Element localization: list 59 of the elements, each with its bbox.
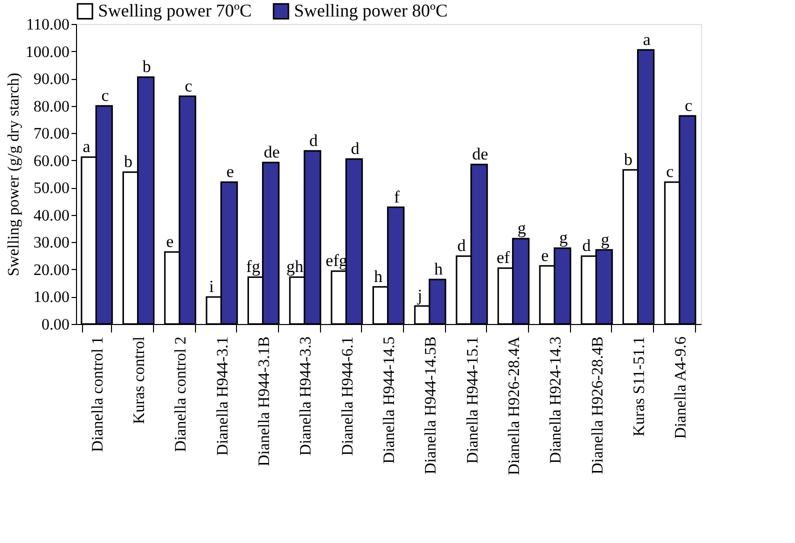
x-tick-label: Dianella H944-6.1 bbox=[339, 336, 356, 456]
annotation: g bbox=[518, 218, 527, 238]
annotation: de bbox=[472, 144, 488, 164]
legend-label: Swelling power 70ºC bbox=[98, 0, 252, 20]
y-tick-label: 50.00 bbox=[34, 180, 70, 198]
annotation: c bbox=[684, 96, 693, 115]
x-tick-label: Dianella H944-3.3 bbox=[298, 336, 315, 456]
annotation: g bbox=[600, 230, 610, 249]
y-tick-label: 40.00 bbox=[34, 207, 70, 224]
annotation: d bbox=[582, 236, 592, 256]
annotation: j bbox=[416, 286, 422, 305]
annotation: fg bbox=[246, 257, 261, 276]
x-tick-label: Dianella H924-14.3 bbox=[548, 336, 565, 464]
annotation: d bbox=[457, 236, 466, 256]
annotation: b bbox=[124, 152, 132, 172]
annotation: b bbox=[142, 57, 152, 76]
annotation: a bbox=[82, 137, 91, 156]
x-tick-label: Dianella control 1 bbox=[89, 336, 106, 452]
y-tick-label: 0.00 bbox=[42, 316, 70, 334]
annotation: a bbox=[643, 30, 652, 49]
y-tick-label: 100.00 bbox=[26, 44, 70, 61]
annotation: i bbox=[209, 277, 214, 296]
y-tick-label: 10.00 bbox=[34, 289, 70, 306]
x-tick-label: Kuras S11-51.1 bbox=[631, 336, 648, 436]
y-tick-label: 30.00 bbox=[34, 234, 70, 252]
annotation: h bbox=[434, 260, 444, 279]
y-tick-label: 90.00 bbox=[34, 71, 70, 88]
annotation: e bbox=[226, 162, 234, 182]
annotation: de bbox=[264, 142, 280, 162]
annotation: e bbox=[541, 246, 549, 265]
y-tick-label: 80.00 bbox=[34, 98, 70, 116]
y-tick-label: 60.00 bbox=[34, 152, 70, 170]
annotation: f bbox=[394, 187, 400, 206]
x-tick-label: Dianella A4-9.6 bbox=[672, 336, 690, 439]
x-tick-label: Dianella H944-3.1B bbox=[256, 336, 273, 466]
x-tick-label: Kuras control bbox=[131, 336, 148, 424]
annotation: g bbox=[559, 228, 568, 248]
x-tick-label: Dianella H944-14.5B bbox=[422, 336, 440, 474]
annotation: e bbox=[166, 232, 174, 251]
x-tick-label: Dianella H944-14.5 bbox=[381, 336, 398, 464]
annotation: d bbox=[309, 130, 318, 150]
x-tick-label: Dianella H926-28.4A bbox=[506, 336, 523, 476]
x-tick-label: Dianella H944-3.1 bbox=[214, 336, 232, 456]
x-tick-label: Dianella H944-15.1 bbox=[464, 336, 482, 464]
annotation: gh bbox=[286, 257, 304, 276]
annotation: c bbox=[184, 76, 193, 96]
annotation: ef bbox=[496, 248, 510, 268]
annotation: c bbox=[666, 162, 674, 182]
y-tick-label: 20.00 bbox=[34, 262, 70, 279]
y-tick-label: 110.00 bbox=[26, 16, 70, 34]
y-tick-label: 70.00 bbox=[34, 126, 70, 143]
x-tick-label: Dianella H926-28.4B bbox=[589, 336, 606, 474]
annotation: c bbox=[101, 86, 110, 105]
x-tick-label: Dianella control 2 bbox=[172, 336, 190, 452]
annotation: d bbox=[350, 139, 360, 158]
y-axis-title: Swelling power (g/g dry starch) bbox=[6, 72, 22, 276]
annotation: b bbox=[624, 150, 632, 169]
legend-label: Swelling power 80ºC bbox=[294, 0, 448, 20]
annotation: h bbox=[374, 266, 383, 286]
